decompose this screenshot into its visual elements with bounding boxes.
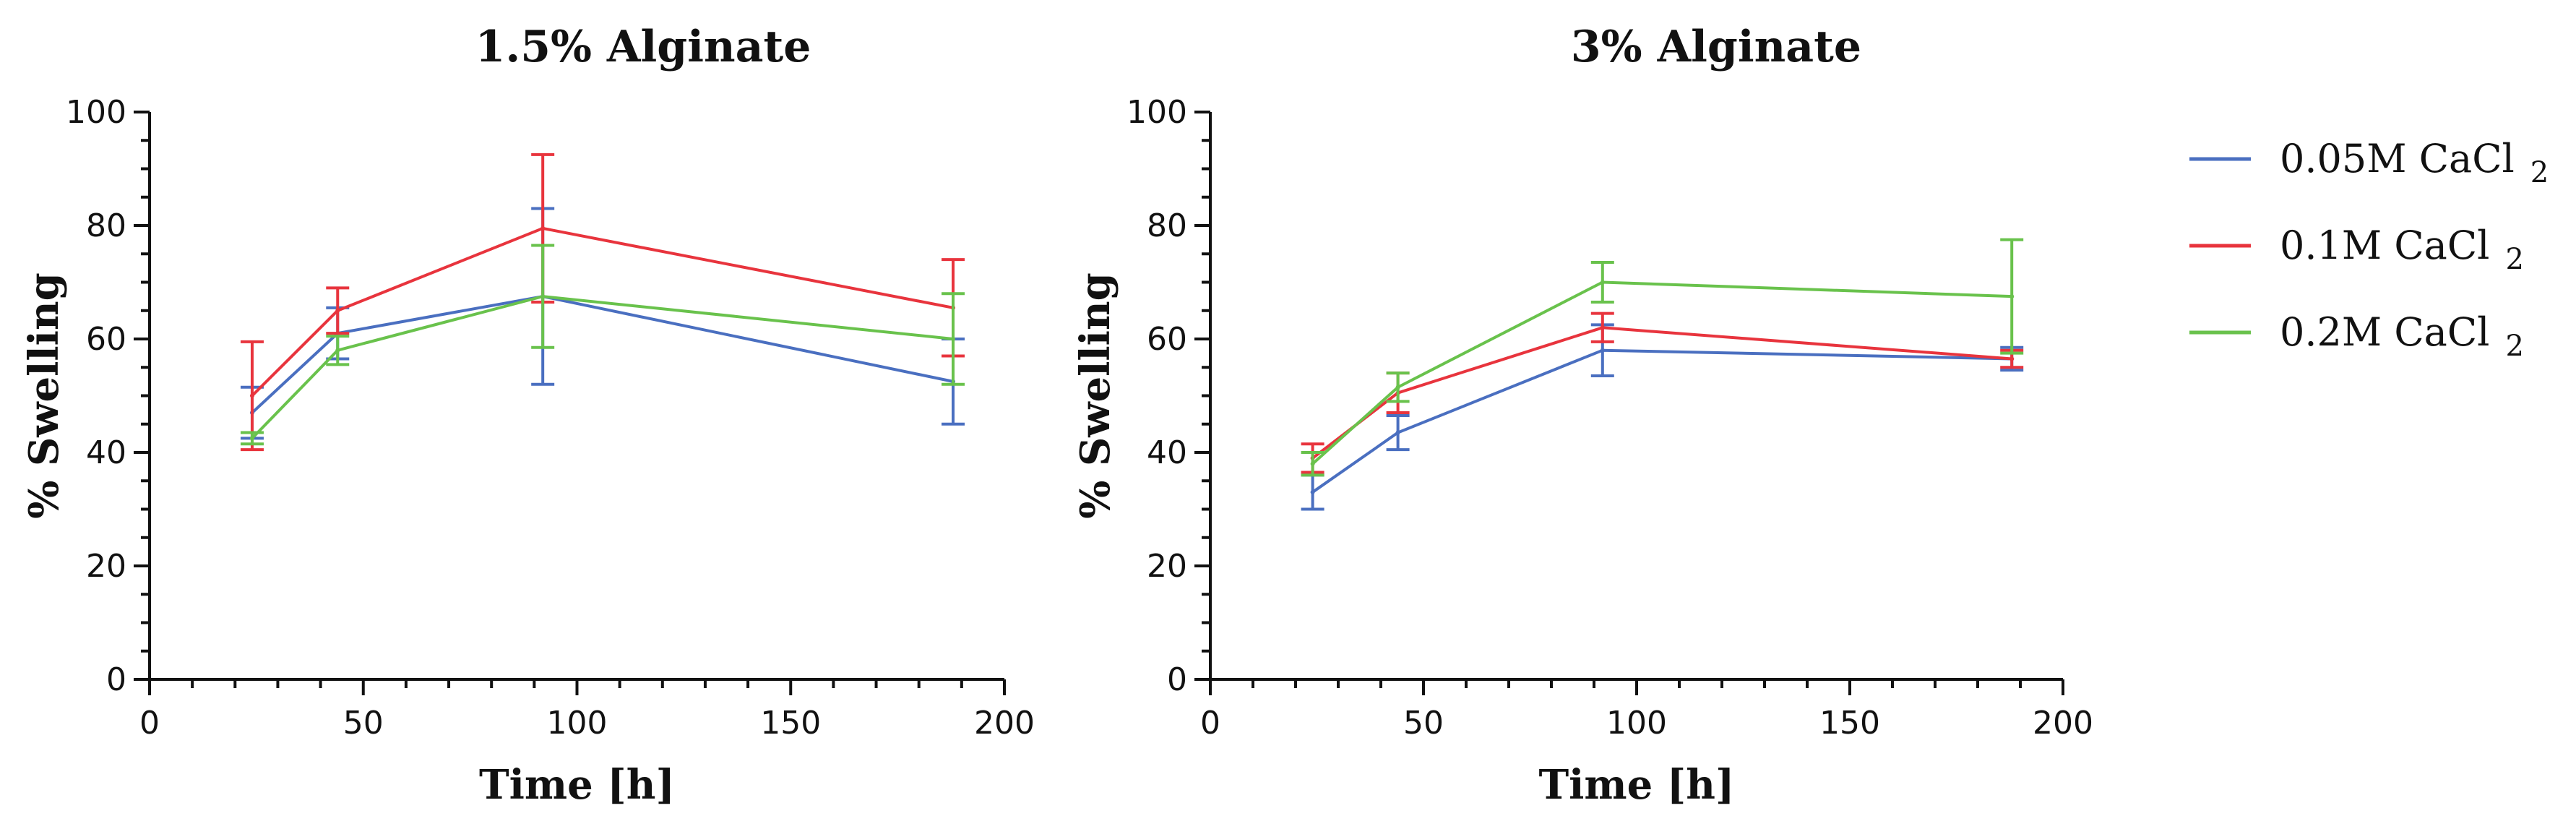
x-tick-label: 200 — [974, 705, 1035, 742]
x-tick-label: 50 — [1403, 705, 1444, 742]
legend-label-subscript: 2 — [2530, 156, 2549, 189]
x-tick-label: 0 — [1200, 705, 1220, 742]
series-3 — [240, 244, 965, 446]
y-tick-label: 0 — [106, 661, 126, 698]
chart-panel-2: 3% Alginate 0 20 40 60 80 100 0 50 100 150 200 Time … — [1072, 22, 2093, 809]
x-tick-label: 50 — [343, 705, 384, 742]
legend-label: 0.1M CaCl 2 — [2280, 223, 2524, 276]
chart-title: 1.5% Alginate — [475, 22, 811, 72]
series-line — [251, 295, 954, 439]
series-line — [1311, 280, 2012, 465]
series-3 — [1301, 238, 2024, 477]
legend-label-main: 0.05M CaCl — [2280, 136, 2515, 181]
data-point — [249, 393, 254, 398]
series-line — [251, 295, 954, 414]
y-tick-label: 40 — [86, 434, 126, 471]
data-point — [540, 294, 546, 299]
data-point — [1600, 325, 1605, 330]
x-tick-label: 100 — [1606, 705, 1667, 742]
data-point — [2009, 356, 2015, 361]
y-tick-label: 100 — [66, 94, 126, 131]
y-tick-label: 20 — [86, 548, 126, 585]
legend-label-subscript: 2 — [2505, 330, 2523, 363]
series-1 — [240, 207, 965, 440]
y-axis-label: % Swelling — [20, 272, 68, 519]
data-point — [1310, 489, 1315, 494]
series-line — [1311, 326, 2012, 460]
data-point — [249, 436, 254, 441]
legend-label: 0.2M CaCl 2 — [2280, 309, 2524, 363]
data-point — [1395, 430, 1400, 435]
y-tick-label: 80 — [86, 207, 126, 244]
y-tick-label: 0 — [1167, 661, 1187, 698]
legend-label: 0.05M CaCl 2 — [2280, 136, 2549, 189]
legend-label-main: 0.1M CaCl — [2280, 223, 2489, 268]
chart-panel-1: 1.5% Alginate 0 20 40 60 80 100 0 50 100 150 200 Tim… — [20, 22, 1035, 809]
chart-title: 3% Alginate — [1571, 22, 1861, 72]
x-tick-label: 200 — [2033, 705, 2093, 742]
x-axis-label: Time [h] — [1538, 761, 1734, 809]
legend: 0.05M CaCl 2 0.1M CaCl 2 0.2M CaCl 2 — [2189, 136, 2549, 363]
x-tick-label: 150 — [760, 705, 821, 742]
y-tick-label: 60 — [86, 321, 126, 358]
x-tick-label: 150 — [1819, 705, 1880, 742]
legend-label-subscript: 2 — [2505, 243, 2523, 276]
data-point — [1600, 348, 1605, 353]
series-line — [1311, 348, 2012, 494]
y-tick-label: 60 — [1147, 321, 1187, 358]
x-axis-label: Time [h] — [479, 761, 675, 809]
data-point — [951, 337, 956, 341]
y-tick-label: 40 — [1147, 434, 1187, 471]
data-point — [335, 308, 340, 313]
y-tick-label: 80 — [1147, 207, 1187, 244]
data-point — [1395, 385, 1400, 390]
x-tick-label: 100 — [547, 705, 608, 742]
y-tick-label: 20 — [1147, 548, 1187, 585]
data-point — [2009, 294, 2015, 299]
data-point — [335, 348, 340, 353]
legend-label-main: 0.2M CaCl — [2280, 309, 2489, 355]
data-point — [1600, 280, 1605, 285]
data-point — [540, 225, 546, 231]
y-tick-label: 100 — [1127, 94, 1187, 131]
x-tick-label: 0 — [139, 705, 160, 742]
data-point — [1310, 461, 1315, 466]
y-axis-label: % Swelling — [1072, 272, 1119, 519]
series-line — [251, 226, 954, 397]
